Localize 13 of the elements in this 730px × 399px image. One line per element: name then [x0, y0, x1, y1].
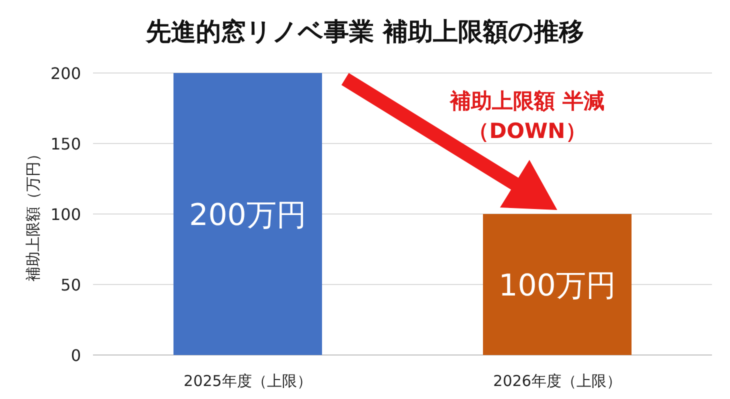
data-label: 100万円: [498, 268, 616, 304]
x-tick-label: 2025年度（上限）: [184, 372, 312, 390]
annotation: （DOWN）: [468, 119, 586, 143]
y-tick-label: 0: [70, 346, 81, 365]
y-tick-label: 200: [50, 64, 81, 83]
y-axis-title: 補助上限額（万円）: [24, 146, 42, 282]
annotation: 補助上限額 半減: [449, 89, 604, 113]
data-label: 200万円: [189, 198, 306, 233]
y-tick-label: 150: [50, 134, 81, 154]
x-tick-label: 2026年度（上限）: [493, 372, 622, 390]
y-tick-label: 100: [50, 205, 81, 224]
y-tick-label: 50: [60, 276, 81, 294]
chart-title: 先進的窓リノベ事業 補助上限額の推移: [145, 17, 584, 46]
